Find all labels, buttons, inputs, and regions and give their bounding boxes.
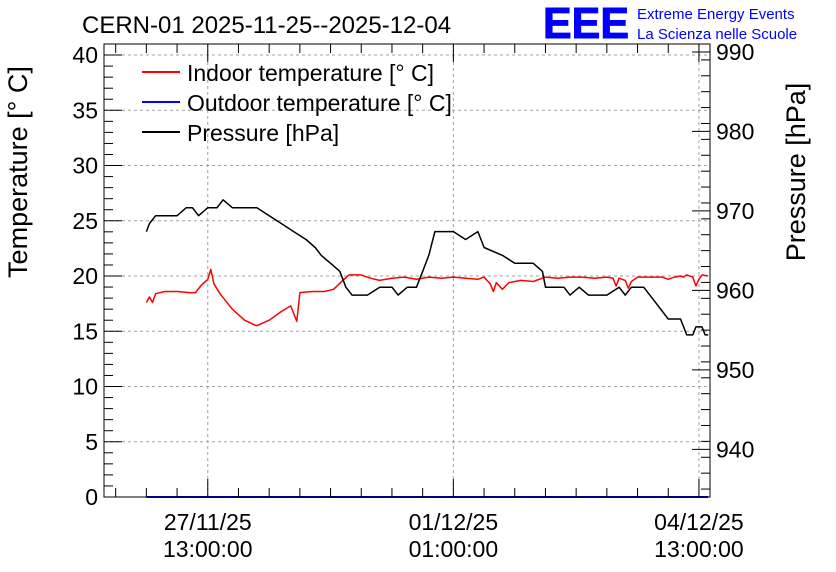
y-right-tick-label: 980	[716, 118, 754, 144]
ticks	[104, 43, 710, 498]
y-tick-label: 0	[85, 484, 98, 510]
legend-label-indoor: Indoor temperature [° C]	[187, 60, 434, 86]
y-tick-label: 5	[85, 429, 98, 455]
y-tick-label: 40	[72, 42, 98, 68]
legend: Indoor temperature [° C] Outdoor tempera…	[142, 60, 452, 146]
eee-logo-line1: Extreme Energy Events	[637, 6, 795, 23]
y-tick-label: 30	[72, 153, 98, 179]
series-line-indoor-temperature-c	[145, 268, 709, 327]
plot-frame	[103, 43, 711, 498]
y-tick-label: 35	[72, 97, 98, 123]
legend-label-pressure: Pressure [hPa]	[187, 120, 339, 146]
chart-title: CERN-01 2025-11-25--2025-12-04	[82, 12, 451, 39]
y-tick-label: 10	[72, 374, 98, 400]
y-right-tick-label: 950	[716, 357, 754, 383]
x-tick-label-time: 13:00:00	[163, 536, 253, 562]
y-tick-label: 15	[72, 318, 98, 344]
y-tick-label: 25	[72, 208, 98, 234]
x-tick-label-time: 01:00:00	[409, 536, 499, 562]
eee-logo: EEE Extreme Energy Events La Scienza nel…	[543, 0, 798, 49]
y-right-tick-label: 940	[716, 436, 754, 462]
x-tick-label-date: 27/11/25	[164, 509, 252, 535]
eee-logo-mark: EEE	[543, 0, 629, 48]
y-tick-label: 20	[72, 263, 98, 289]
series-line-pressure-hpa	[145, 199, 709, 336]
eee-logo-line2: La Scienza nelle Scuole	[637, 26, 797, 43]
tick-labels: 0 5 10 15 20 25 30 35 40 940 950 960 970 980 990 27/11/…	[72, 39, 754, 562]
x-tick-label-date: 04/12/25	[654, 509, 744, 535]
y-right-tick-label: 970	[716, 198, 754, 224]
y-axis-left-label: Temperature [° C]	[3, 66, 33, 278]
y-axis-right-label: Pressure [hPa]	[781, 83, 811, 262]
series-layer	[145, 199, 709, 498]
y-right-tick-label: 990	[716, 39, 754, 65]
x-tick-label-time: 13:00:00	[654, 536, 744, 562]
x-tick-label-date: 01/12/25	[409, 509, 499, 535]
y-right-tick-label: 960	[716, 277, 754, 303]
legend-label-outdoor: Outdoor temperature [° C]	[187, 90, 452, 116]
